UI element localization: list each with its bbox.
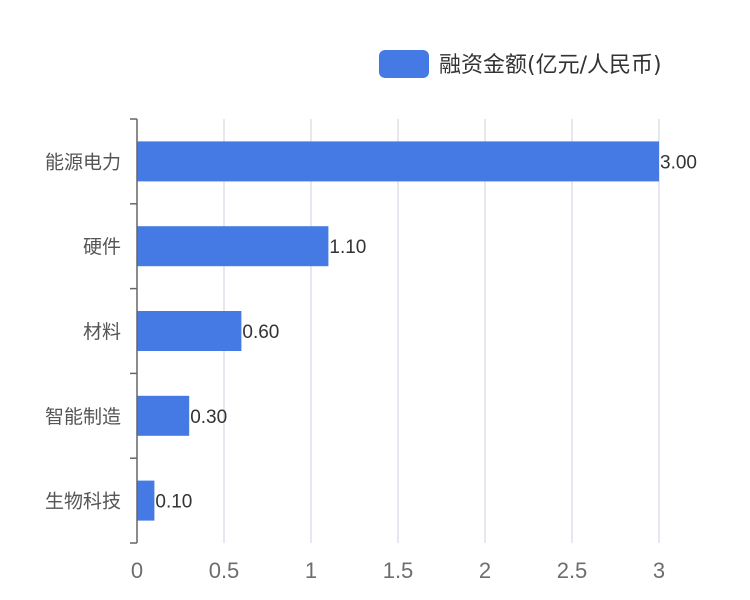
x-tick-label: 0 — [131, 558, 143, 583]
bar[interactable] — [137, 311, 242, 351]
x-tick-label: 1 — [305, 558, 317, 583]
data-label: 1.10 — [329, 237, 366, 258]
bar[interactable] — [137, 141, 659, 182]
bar[interactable] — [137, 226, 329, 267]
x-tick-label: 0.5 — [209, 558, 240, 583]
legend-label: 融资金额(亿元/人民币) — [439, 53, 662, 78]
x-tick-label: 3 — [653, 558, 665, 583]
data-label: 0.60 — [242, 322, 279, 343]
x-tick-label: 2.5 — [557, 558, 588, 583]
grid-lines — [223, 119, 660, 543]
y-category-label: 生物科技 — [45, 491, 121, 513]
x-tick-label: 1.5 — [383, 558, 414, 583]
bar[interactable] — [137, 395, 190, 436]
y-category-label: 材料 — [83, 321, 121, 343]
legend-swatch[interactable] — [379, 50, 429, 78]
legend[interactable]: 融资金额(亿元/人民币) — [379, 50, 662, 78]
bar[interactable] — [137, 480, 155, 521]
x-tick-label: 2 — [479, 558, 491, 583]
labels: 0 0.5 1 1.5 2 2.5 3 能源电力 3.00 硬件 1.10 材料 0.60 智能制造 0.3… — [45, 151, 697, 583]
data-label: 3.00 — [660, 152, 697, 173]
y-category-label: 硬件 — [83, 236, 121, 258]
data-label: 0.10 — [155, 492, 192, 513]
y-category-label: 智能制造 — [45, 406, 121, 428]
data-label: 0.30 — [190, 407, 227, 428]
bars — [137, 141, 659, 521]
y-category-label: 能源电力 — [45, 151, 121, 173]
axes — [130, 118, 138, 544]
